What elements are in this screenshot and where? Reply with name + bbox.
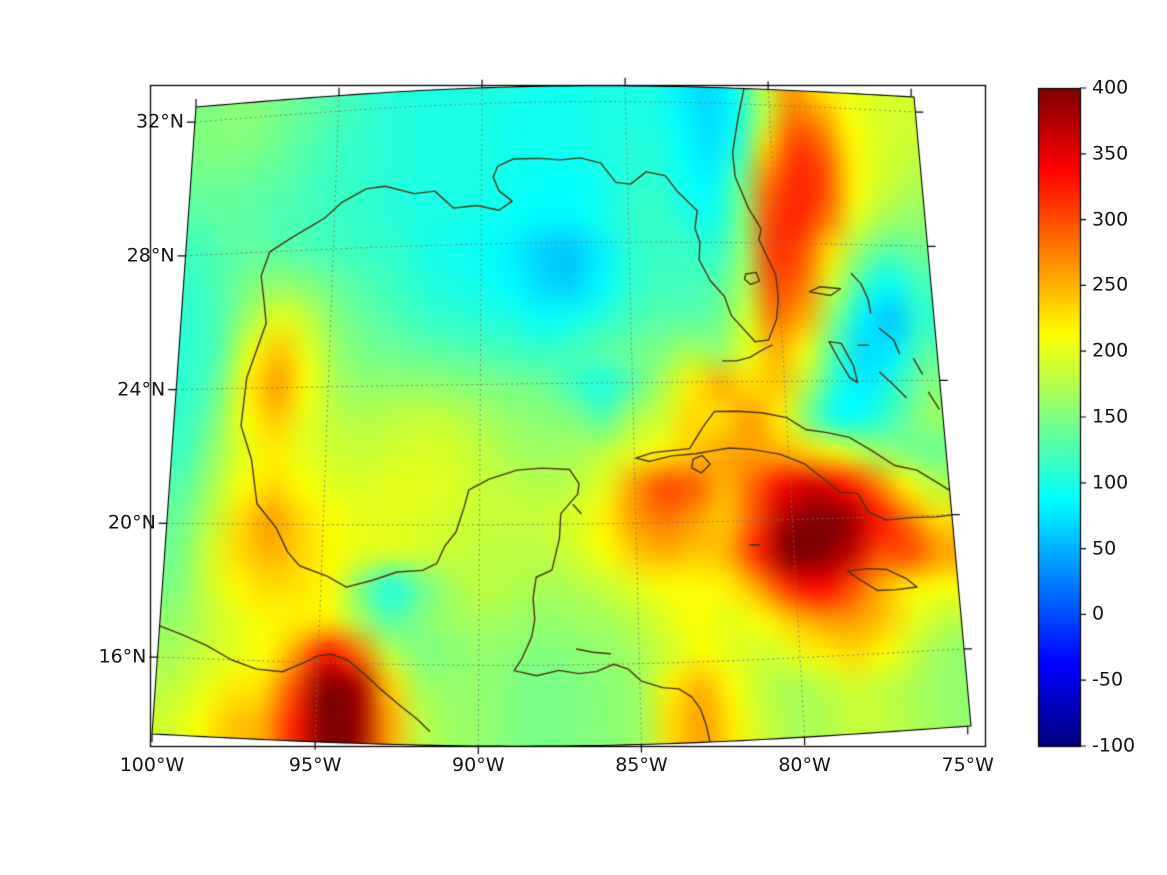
colorbar-tick-label: -50 bbox=[1092, 668, 1124, 691]
x-tick-label: 95°W bbox=[288, 754, 342, 776]
colorbar-tick-label: 50 bbox=[1092, 537, 1117, 560]
colorbar-tick-label: 350 bbox=[1092, 142, 1129, 165]
y-tick-label: 16°N bbox=[98, 645, 147, 668]
colorbar-tick-label: 0 bbox=[1092, 602, 1105, 625]
x-tick-label: 90°W bbox=[452, 754, 505, 776]
colorbar-tick-label: 400 bbox=[1092, 76, 1129, 99]
x-tick-label: 85°W bbox=[615, 754, 668, 776]
colorbar-tick-label: 250 bbox=[1092, 273, 1129, 296]
y-tick-label: 28°N bbox=[126, 244, 175, 267]
colorbar-tick-label: 150 bbox=[1092, 405, 1129, 428]
colorbar-tick-label: 300 bbox=[1092, 208, 1129, 231]
colorbar-tick-label: 100 bbox=[1092, 471, 1129, 494]
y-tick-label: 20°N bbox=[107, 511, 156, 534]
y-tick-label: 24°N bbox=[117, 378, 166, 401]
x-tick-label: 100°W bbox=[119, 754, 185, 776]
x-tick-label: 80°W bbox=[778, 754, 831, 776]
colorbar-tick-label: -100 bbox=[1092, 734, 1136, 757]
colorbar-tick-label: 200 bbox=[1092, 339, 1129, 362]
y-tick-label: 32°N bbox=[136, 110, 184, 133]
x-tick-label: 75°W bbox=[941, 754, 994, 776]
